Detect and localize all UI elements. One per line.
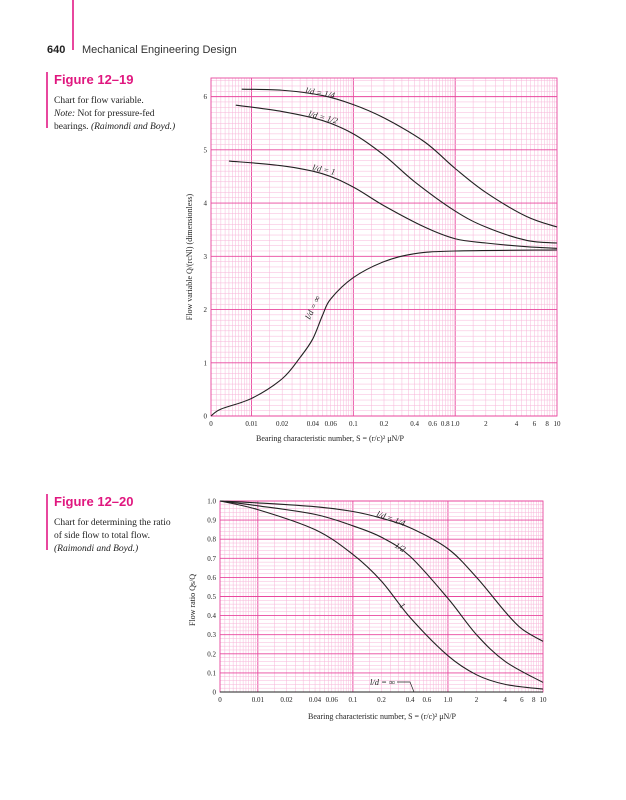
x-tick-label: 6 — [520, 696, 524, 704]
caption-text: Chart for determining the ratio — [54, 518, 171, 528]
y-tick-label: 0.7 — [207, 555, 216, 563]
x-tick-label: 8 — [545, 420, 549, 428]
y-tick-label: 0 — [204, 413, 208, 421]
figure-12-19-caption-block: Figure 12–19 Chart for flow variable. No… — [46, 72, 175, 132]
y-tick-label: 1.0 — [207, 498, 216, 506]
x-tick-label: 10 — [540, 696, 548, 704]
x-tick-label: 0.6 — [422, 696, 431, 704]
y-tick-label: 0.8 — [207, 536, 216, 544]
y-tick-label: 6 — [204, 93, 208, 101]
x-tick-label: 0 — [218, 696, 222, 704]
x-tick-label: 2 — [484, 420, 488, 428]
x-tick-label: 0.01 — [245, 420, 258, 428]
header-rule — [72, 0, 74, 50]
y-tick-label: 4 — [204, 200, 208, 208]
y-tick-label: 3 — [204, 253, 208, 261]
y-tick-label: 0.5 — [207, 593, 216, 601]
x-tick-label: 10 — [554, 420, 562, 428]
curve-1-2 — [219, 500, 544, 683]
figure-label: Figure 12–19 — [54, 72, 134, 87]
chart-flow-ratio: 0 0.01 0.02 0.04 0.06 0.1 0.2 0.4 0.6 1.0 2 4 6 8 10 0 0… — [207, 498, 547, 705]
x-tick-label: 4 — [503, 696, 507, 704]
caption: Chart for determining the ratio of side … — [54, 517, 171, 556]
x-tick-label: 0.2 — [380, 420, 389, 428]
x-tick-label: 0.1 — [349, 696, 358, 704]
x-tick-label: 0.04 — [307, 420, 320, 428]
y-tick-label: 5 — [204, 146, 208, 154]
caption: Chart for flow variable. Note: Not for p… — [54, 95, 175, 134]
curve-label: l/d = ∞ — [370, 677, 395, 687]
curve-1 — [219, 500, 544, 690]
curve-l-d-1-2 — [235, 104, 558, 244]
page-number: 640 — [47, 44, 66, 56]
y-tick-label: 0.4 — [207, 612, 216, 620]
y-tick-label: 0.3 — [207, 631, 216, 639]
y-tick-label: 0.2 — [207, 650, 216, 658]
caption-note-label: Note: — [54, 109, 76, 119]
curve-l-d-1 — [228, 160, 558, 249]
x-tick-label: 0.1 — [349, 420, 358, 428]
x-tick-label: 6 — [533, 420, 537, 428]
caption-text: of side flow to total flow. — [54, 531, 150, 541]
curve-l-d- — [210, 249, 558, 417]
x-tick-label: 0.4 — [410, 420, 419, 428]
curve-label: 1 — [398, 600, 408, 610]
plot-border — [210, 77, 558, 417]
y-tick-label: 0 — [213, 689, 217, 697]
x-tick-label: 4 — [515, 420, 519, 428]
x-tick-label: 0.06 — [325, 420, 338, 428]
x-axis-label: Bearing characteristic number, S = (r/c)… — [256, 434, 404, 443]
caption-text: Chart for flow variable. — [54, 96, 144, 106]
caption-source: (Raimondi and Boyd.) — [54, 544, 139, 554]
x-tick-label: 0.02 — [276, 420, 289, 428]
x-tick-label: 0.01 — [252, 696, 265, 704]
leader-arrow — [397, 681, 415, 693]
figure-label: Figure 12–20 — [54, 494, 134, 509]
x-tick-label: 1.0 — [451, 420, 460, 428]
x-axis-label: Bearing characteristic number, S = (r/c)… — [308, 712, 456, 721]
curve-l-d-1-4 — [219, 500, 544, 642]
y-axis-label: Flow ratio Qs/Q — [188, 574, 197, 626]
curve-l-d-1-4 — [241, 88, 558, 228]
caption-source: (Raimondi and Boyd.) — [90, 122, 176, 132]
x-tick-label: 0.04 — [309, 696, 322, 704]
x-tick-label: 0.06 — [326, 696, 339, 704]
y-tick-label: 2 — [204, 306, 208, 314]
y-tick-label: 0.9 — [207, 517, 216, 525]
x-tick-label: 0.6 — [428, 420, 437, 428]
x-tick-label: 0.02 — [280, 696, 293, 704]
x-tick-label: 1.0 — [444, 696, 453, 704]
y-tick-label: 0.6 — [207, 574, 216, 582]
y-tick-label: 0.1 — [207, 669, 216, 677]
caption-note: Not for pressure-fed — [75, 109, 155, 119]
x-tick-label: 0.4 — [406, 696, 415, 704]
curve-label: l/d = 1 — [312, 162, 337, 177]
y-axis-label: Flow variable Q/(rcNl) (dimensionless) — [185, 193, 194, 320]
x-tick-label: 0.2 — [377, 696, 386, 704]
running-title: Mechanical Engineering Design — [82, 44, 237, 56]
chart-flow-variable: 0 0.01 0.02 0.04 0.06 0.1 0.2 0.4 0.6 0.8 1.0 2 4 6 8 1… — [204, 77, 562, 428]
figure-12-20-caption-block: Figure 12–20 Chart for determining the r… — [46, 494, 171, 554]
x-tick-label: 2 — [475, 696, 479, 704]
x-tick-label: 0 — [209, 420, 213, 428]
y-tick-label: 1 — [204, 359, 208, 367]
caption-text: bearings. — [54, 122, 91, 132]
x-tick-label: 8 — [532, 696, 536, 704]
x-tick-label: 0.8 — [441, 420, 450, 428]
